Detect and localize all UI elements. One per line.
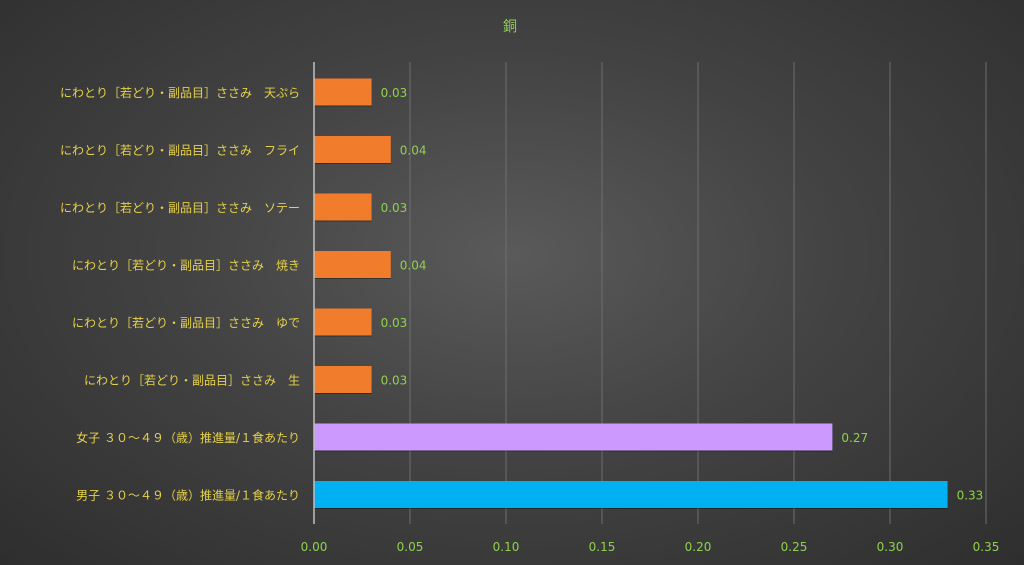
category-label: にわとり［若どり・副品目］ささみ 天ぷら <box>60 86 300 100</box>
x-tick-label: 0.00 <box>301 540 328 554</box>
data-label: 0.27 <box>841 431 868 445</box>
bar <box>314 366 372 393</box>
bar <box>314 308 372 336</box>
bar <box>314 423 833 451</box>
category-label: にわとり［若どり・副品目］ささみ ゆで <box>72 316 300 330</box>
category-label: 男子 ３０～４９（歳）推進量/１食あたり <box>76 488 300 503</box>
data-label: 0.04 <box>400 259 427 273</box>
bar <box>314 136 391 163</box>
category-label: にわとり［若どり・副品目］ささみ 生 <box>84 374 300 388</box>
data-label: 0.03 <box>381 374 408 388</box>
category-label: にわとり［若どり・副品目］ささみ フライ <box>60 144 300 158</box>
category-label: 女子 ３０～４９（歳）推進量/１食あたり <box>76 430 300 445</box>
x-tick-label: 0.35 <box>973 540 1000 554</box>
data-label: 0.04 <box>400 144 427 158</box>
x-tick-label: 0.30 <box>877 540 904 554</box>
data-label: 0.03 <box>381 86 408 100</box>
x-tick-label: 0.20 <box>685 540 712 554</box>
x-tick-label: 0.10 <box>493 540 520 554</box>
category-label: にわとり［若どり・副品目］ささみ 焼き <box>72 259 300 273</box>
bar <box>314 78 372 106</box>
bar <box>314 193 372 221</box>
gridlines <box>409 62 987 524</box>
x-tick-label: 0.25 <box>781 540 808 554</box>
x-tick-label: 0.05 <box>397 540 424 554</box>
labels: 0.00 0.05 0.10 0.15 0.20 0.25 0.30 0.35 0.03 にわとり… <box>60 86 999 554</box>
data-label: 0.03 <box>381 201 408 215</box>
category-label: にわとり［若どり・副品目］ささみ ソテー <box>60 201 300 215</box>
bars <box>314 78 948 509</box>
chart-title: 銅 <box>503 19 517 35</box>
bar <box>314 251 391 278</box>
x-tick-label: 0.15 <box>589 540 616 554</box>
bar <box>314 481 948 508</box>
data-label: 0.03 <box>381 316 408 330</box>
data-label: 0.33 <box>957 489 984 503</box>
